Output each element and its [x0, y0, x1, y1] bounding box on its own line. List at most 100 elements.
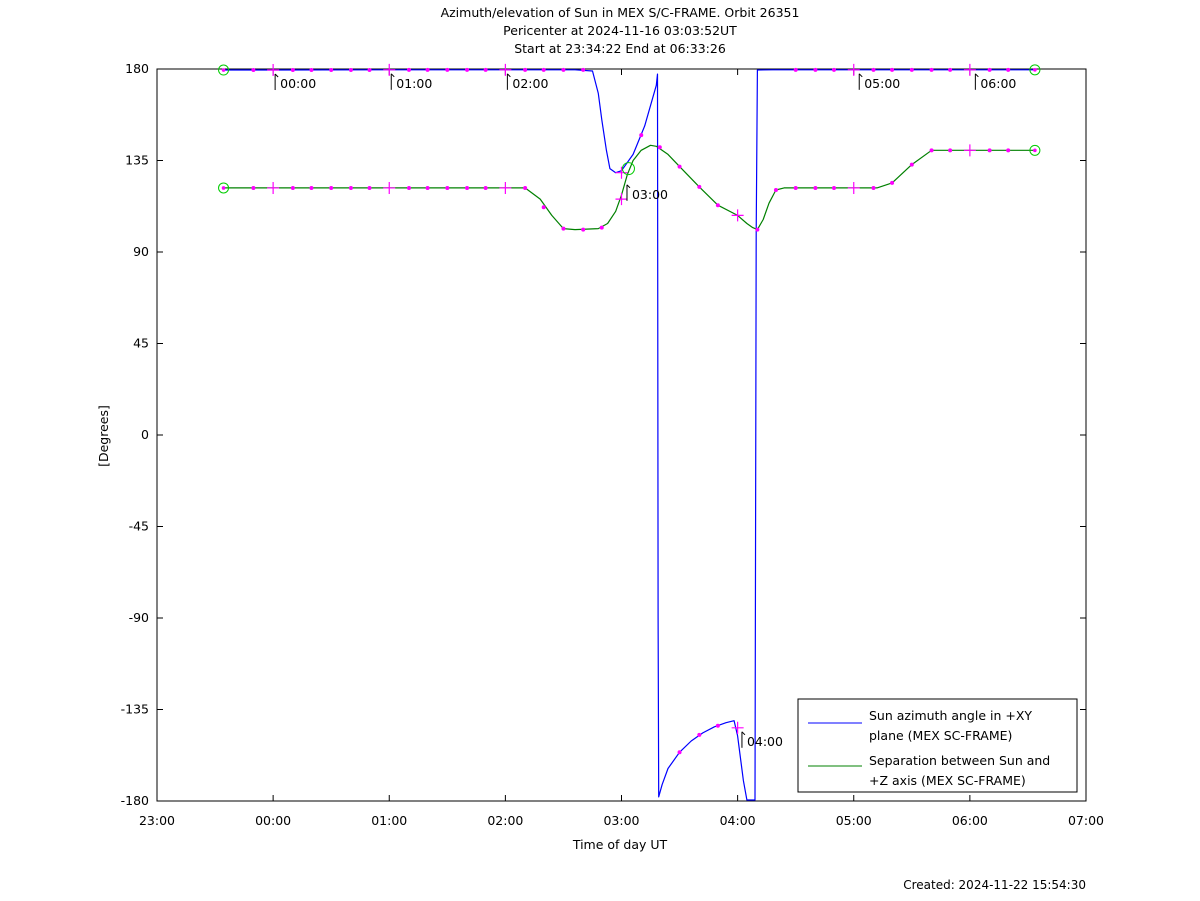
azimuth-point-marker	[445, 67, 450, 72]
start-end-point-marker	[1033, 68, 1037, 72]
axis-ticks	[156, 68, 1087, 802]
azimuth-hour-marker	[615, 166, 628, 179]
x-tick-label: 01:00	[371, 813, 407, 828]
separation-point-marker	[697, 184, 702, 189]
azimuth-point-marker	[715, 723, 720, 728]
separation-hour-marker	[731, 209, 744, 222]
separation-point-marker	[871, 185, 876, 190]
hour-annotation-label: 04:00	[747, 734, 783, 749]
separation-point-marker	[987, 148, 992, 153]
hour-annotation-arrow	[741, 731, 746, 736]
hour-annotation-label: 06:00	[980, 76, 1016, 91]
azimuth-point-marker	[329, 68, 334, 73]
separation-point-marker	[541, 205, 546, 210]
separation-point-marker	[348, 185, 353, 190]
separation-point-marker	[890, 180, 895, 185]
azimuth-point-marker	[523, 67, 528, 72]
title-line-3: Start at 23:34:22 End at 06:33:26	[514, 41, 726, 56]
chart-title: Azimuth/elevation of Sun in MEX S/C-FRAM…	[441, 5, 800, 56]
azimuth-point-marker	[639, 133, 644, 138]
hour-annotation-arrow	[975, 73, 979, 78]
azimuth-point-marker	[406, 67, 411, 72]
y-tick-label: 180	[125, 61, 149, 76]
hour-annotation-arrow	[390, 73, 395, 78]
separation-point-marker	[406, 185, 411, 190]
legend-box	[797, 698, 1078, 793]
azimuth-point-marker	[561, 67, 566, 72]
x-tick-label: 00:00	[255, 813, 291, 828]
y-tick-label: -45	[129, 519, 149, 534]
x-tick-label: 07:00	[1068, 813, 1104, 828]
hour-annotation-label: 00:00	[280, 76, 316, 91]
separation-point-marker	[657, 145, 662, 150]
separation-point-marker	[483, 185, 488, 190]
x-tick-label: 03:00	[603, 813, 639, 828]
hour-annotation-label: 02:00	[512, 76, 548, 91]
legend-label-separation-line-1: Separation between Sun and	[869, 753, 1050, 768]
separation-point-marker	[832, 185, 837, 190]
legend-label-azimuth-line-1: Sun azimuth angle in +XY	[869, 708, 1032, 723]
start-end-point-marker	[1033, 148, 1037, 153]
plot-area-frame	[156, 68, 1087, 802]
legend: Sun azimuth angle in +XY plane (MEX SC-F…	[797, 698, 1078, 793]
x-tick-label: 04:00	[720, 813, 756, 828]
x-tick-label: 05:00	[836, 813, 872, 828]
separation-point-marker	[929, 148, 934, 153]
y-tick-label: 135	[125, 153, 149, 168]
separation-hour-marker	[499, 181, 512, 194]
x-tick-label: 06:00	[952, 813, 988, 828]
series-lines	[223, 69, 1035, 801]
azimuth-point-marker	[309, 68, 314, 73]
azimuth-point-marker	[890, 67, 895, 72]
separation-point-marker	[677, 164, 682, 169]
azimuth-point-marker	[348, 68, 353, 73]
azimuth-point-marker	[832, 67, 837, 72]
hour-annotation-arrow	[274, 73, 279, 78]
x-tick-label: 02:00	[487, 813, 523, 828]
separation-hour-marker	[267, 181, 280, 194]
azimuth-point-marker	[813, 67, 818, 72]
azimuth-point-marker	[367, 68, 372, 73]
separation-point-marker	[755, 227, 760, 232]
series-line-azimuth	[223, 69, 1035, 801]
azimuth-point-marker	[929, 67, 934, 72]
hour-annotation-label: 05:00	[864, 76, 900, 91]
separation-point-marker	[715, 203, 720, 208]
azimuth-point-marker	[425, 67, 430, 72]
azimuth-point-marker	[581, 67, 586, 72]
azimuth-point-marker	[909, 67, 914, 72]
separation-point-marker	[793, 185, 798, 190]
separation-point-marker	[523, 185, 528, 190]
separation-point-marker	[813, 185, 818, 190]
separation-point-marker	[599, 225, 604, 230]
start-end-point-marker	[221, 68, 226, 72]
separation-point-marker	[290, 185, 295, 190]
azimuth-point-marker	[871, 67, 876, 72]
y-tick-label: -180	[121, 793, 149, 808]
start-end-circle-marker	[1029, 64, 1041, 76]
azimuth-point-marker	[677, 750, 682, 755]
x-axis-label: Time of day UT	[572, 837, 668, 852]
start-end-point-marker	[221, 186, 226, 190]
azimuth-hour-marker	[847, 63, 860, 76]
separation-point-marker	[251, 185, 256, 190]
pericenter-circle-marker	[621, 162, 635, 176]
azimuth-point-marker	[697, 732, 702, 737]
azimuth-point-marker	[290, 68, 295, 73]
azimuth-point-marker	[948, 67, 953, 72]
separation-point-marker	[425, 185, 430, 190]
separation-point-marker	[581, 227, 586, 232]
legend-label-azimuth-line-2: plane (MEX SC-FRAME)	[869, 728, 1012, 743]
title-line-1: Azimuth/elevation of Sun in MEX S/C-FRAM…	[441, 5, 800, 20]
separation-point-marker	[367, 185, 372, 190]
separation-point-marker	[561, 226, 566, 231]
separation-point-marker	[445, 185, 450, 190]
hour-annotation-arrow	[626, 184, 631, 189]
azimuth-point-marker	[251, 68, 256, 73]
hour-annotation-arrow	[507, 73, 511, 78]
azimuth-hour-marker	[267, 64, 280, 77]
separation-hour-marker	[383, 181, 396, 194]
separation-hour-marker	[963, 144, 976, 157]
azimuth-hour-marker	[383, 63, 396, 76]
